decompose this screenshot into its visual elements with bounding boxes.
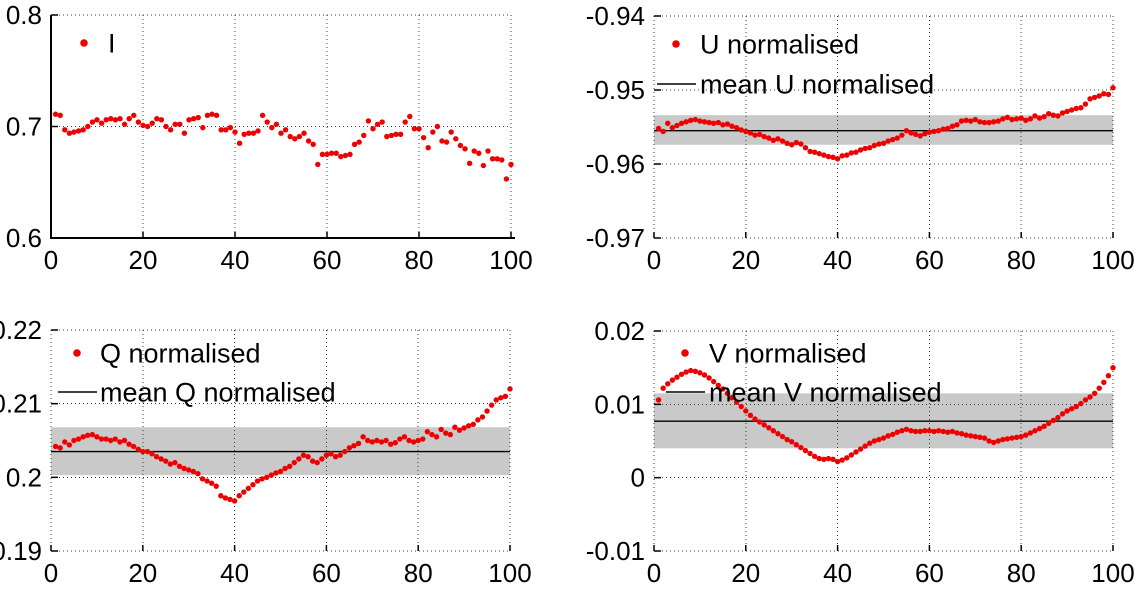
x-tick-label: 60: [312, 558, 341, 588]
data-points-V-normalised: [655, 364, 1116, 465]
x-tick-label: 80: [1007, 245, 1036, 275]
y-tick-label: -0.01: [586, 536, 645, 566]
legend-label: mean V normalised: [709, 378, 942, 408]
data-points-I: [52, 111, 514, 182]
x-tick-label: 60: [313, 245, 342, 275]
x-tick-label: 100: [488, 558, 531, 588]
axis-ticks: [653, 15, 1114, 239]
x-tick-label: 0: [647, 245, 661, 275]
legend-Q-normalised: Q normalised mean Q normalised: [58, 339, 336, 408]
x-tick-label: 60: [915, 558, 944, 588]
y-tick-label: -0.95: [586, 75, 645, 105]
legend-dot-marker: [672, 40, 680, 48]
mean-band: [654, 115, 1113, 145]
legend-V-normalised: V normalised mean V normalised: [666, 339, 942, 408]
y-tick-label: 0.01: [594, 389, 645, 419]
x-tick-label: 40: [823, 245, 852, 275]
y-tick-label: 0.02: [594, 316, 645, 346]
tick-labels: -0.97 -0.96 -0.95 -0.94 0 20 40 60 80 100: [586, 1, 1135, 275]
legend-label: I: [108, 29, 116, 59]
tick-labels: 0.6 0.7 0.8 0 20 40 60 80 100: [6, 0, 533, 275]
x-tick-label: 0: [44, 558, 58, 588]
x-tick-label: 80: [1007, 558, 1036, 588]
y-tick-label: 0.19: [0, 536, 42, 566]
x-tick-label: 80: [405, 245, 434, 275]
x-tick-label: 20: [128, 558, 157, 588]
legend-U-normalised: U normalised mean U normalised: [657, 30, 934, 100]
y-tick-label: -0.94: [586, 1, 645, 31]
legend-dot-marker: [80, 39, 88, 47]
grid-lines: [50, 329, 511, 552]
chart-I: 0.6 0.7 0.8 0 20 40 60 80 100 I: [6, 0, 533, 275]
y-tick-label: 0.8: [6, 0, 42, 30]
x-tick-label: 20: [731, 245, 760, 275]
y-tick-label: 0.2: [6, 462, 42, 492]
legend-label: mean Q normalised: [100, 378, 336, 408]
axis-ticks: [653, 330, 1114, 552]
legend-label: V normalised: [709, 339, 867, 369]
chart-Q-normalised: 0.19 0.2 0.21 0.22 0 20 40 60 80 100 Q normalised m…: [0, 315, 532, 588]
x-tick-label: 0: [647, 558, 661, 588]
x-tick-label: 40: [220, 558, 249, 588]
x-tick-label: 100: [1091, 558, 1134, 588]
y-tick-label: 0.22: [0, 315, 42, 345]
y-tick-label: -0.97: [586, 223, 645, 253]
legend-label: Q normalised: [100, 339, 261, 369]
tick-labels: 0.19 0.2 0.21 0.22 0 20 40 60 80 100: [0, 315, 532, 588]
grid-lines: [50, 14, 512, 239]
y-tick-label: 0.6: [6, 223, 42, 253]
axis-ticks: [50, 329, 511, 552]
legend-label: mean U normalised: [700, 70, 934, 100]
chart-U-normalised: -0.97 -0.96 -0.95 -0.94 0 20 40 60 80 100 U normal…: [586, 1, 1135, 275]
data-points-U-normalised: [655, 85, 1116, 162]
y-tick-label: 0.21: [0, 389, 42, 419]
y-tick-label: -0.96: [586, 149, 645, 179]
x-tick-label: 0: [44, 245, 58, 275]
x-tick-label: 100: [1091, 245, 1134, 275]
x-tick-label: 20: [129, 245, 158, 275]
y-tick-label: 0.7: [6, 112, 42, 142]
data-points-Q-normalised: [52, 386, 513, 504]
legend-dot-marker: [681, 349, 689, 357]
x-tick-label: 60: [915, 245, 944, 275]
x-tick-label: 40: [221, 245, 250, 275]
axis-ticks: [50, 14, 512, 239]
x-tick-label: 20: [731, 558, 760, 588]
x-tick-label: 100: [489, 245, 532, 275]
x-tick-label: 80: [404, 558, 433, 588]
legend-dot-marker: [73, 349, 81, 357]
y-tick-label: 0: [631, 463, 645, 493]
legend-label: U normalised: [700, 30, 859, 60]
x-tick-label: 40: [823, 558, 852, 588]
legend-I: I: [80, 29, 116, 59]
grid-lines: [653, 15, 1114, 239]
